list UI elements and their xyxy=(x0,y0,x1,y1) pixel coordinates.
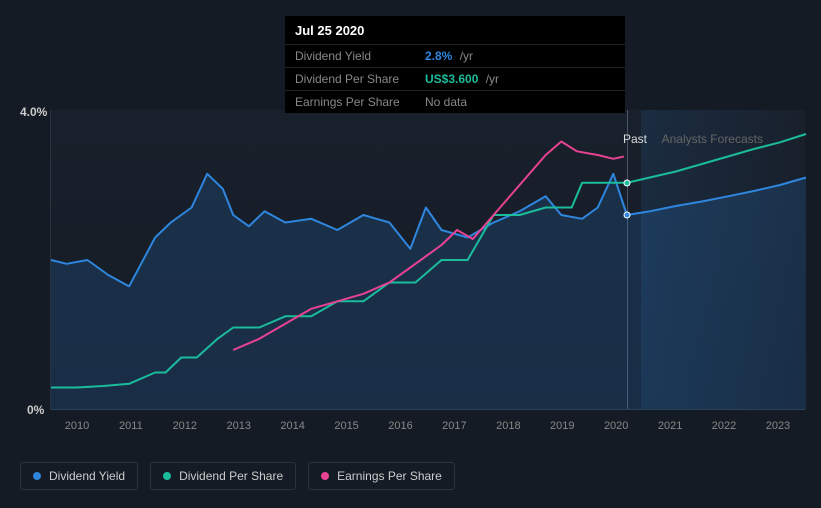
tooltip-value: US$3.600 /yr xyxy=(425,72,499,86)
x-axis-label: 2016 xyxy=(374,420,428,432)
plot-area[interactable]: Past Analysts Forecasts xyxy=(50,110,805,410)
x-axis-label: 2014 xyxy=(266,420,320,432)
legend-item[interactable]: Dividend Yield xyxy=(20,462,138,490)
tooltip-label: Earnings Per Share xyxy=(295,95,425,109)
tooltip-row: Earnings Per ShareNo data xyxy=(285,90,625,113)
x-axis-label: 2019 xyxy=(535,420,589,432)
chart-svg xyxy=(51,110,805,409)
past-label: Past xyxy=(623,132,647,146)
tooltip-row: Dividend Yield2.8% /yr xyxy=(285,44,625,67)
tooltip-row: Dividend Per ShareUS$3.600 /yr xyxy=(285,67,625,90)
legend-label: Dividend Per Share xyxy=(179,469,283,483)
x-axis-label: 2018 xyxy=(481,420,535,432)
legend-dot-icon xyxy=(33,472,41,480)
x-axis-label: 2020 xyxy=(589,420,643,432)
x-axis-label: 2011 xyxy=(104,420,158,432)
tooltip-value: No data xyxy=(425,95,467,109)
hover-marker xyxy=(623,179,630,186)
tooltip-label: Dividend Per Share xyxy=(295,72,425,86)
y-axis-max: 4.0% xyxy=(20,105,47,119)
tooltip-value: 2.8% /yr xyxy=(425,49,473,63)
legend-item[interactable]: Earnings Per Share xyxy=(308,462,455,490)
dividend-chart: 4.0% 0% Past Analysts Forecasts 20102011… xyxy=(20,105,805,440)
tooltip-label: Dividend Yield xyxy=(295,49,425,63)
x-axis-label: 2010 xyxy=(50,420,104,432)
legend-label: Earnings Per Share xyxy=(337,469,442,483)
legend-label: Dividend Yield xyxy=(49,469,125,483)
x-axis-label: 2023 xyxy=(751,420,805,432)
x-axis-labels: 2010201120122013201420152016201720182019… xyxy=(50,420,805,432)
legend-dot-icon xyxy=(163,472,171,480)
legend-dot-icon xyxy=(321,472,329,480)
y-axis-min: 0% xyxy=(27,403,44,417)
chart-tooltip: Jul 25 2020 Dividend Yield2.8% /yrDivide… xyxy=(285,16,625,113)
x-axis-label: 2017 xyxy=(427,420,481,432)
chart-legend: Dividend Yield Dividend Per Share Earnings… xyxy=(20,462,455,490)
x-axis-label: 2012 xyxy=(158,420,212,432)
x-axis-label: 2021 xyxy=(643,420,697,432)
x-axis-label: 2015 xyxy=(320,420,374,432)
hover-marker xyxy=(623,212,630,219)
x-axis-label: 2013 xyxy=(212,420,266,432)
x-axis-label: 2022 xyxy=(697,420,751,432)
tooltip-date: Jul 25 2020 xyxy=(285,16,625,44)
forecast-label: Analysts Forecasts xyxy=(662,132,763,146)
legend-item[interactable]: Dividend Per Share xyxy=(150,462,296,490)
